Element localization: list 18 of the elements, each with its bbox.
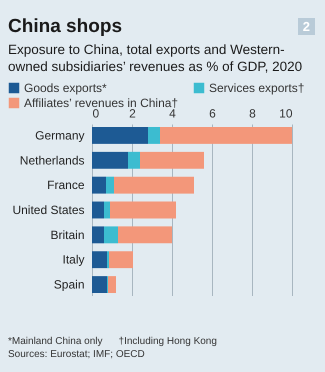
y-tick-label: Netherlands (20, 153, 84, 168)
legend-label: Goods exports* (24, 81, 108, 95)
y-tick-label: United States (12, 203, 84, 217)
chart-subtitle: Exposure to China, total exports and Western-owned subsidiaries’ revenues as % of GDP, 2020 (8, 41, 304, 75)
y-tick-label: France (47, 178, 85, 192)
chart-title: China shops (8, 16, 122, 38)
legend-label: Services exports† (209, 81, 304, 95)
text: *Mainland China only (8, 336, 103, 347)
y-tick-label: Britain (50, 228, 84, 242)
source-note: Sources: Eurostat; IMF; OECD (8, 348, 146, 361)
x-tick-label: 6 (209, 106, 216, 120)
y-tick-label: Italy (62, 252, 84, 267)
y-tick-label: Spain (54, 278, 84, 292)
text: 2 (298, 18, 315, 35)
x-tick-label: 10 (279, 106, 293, 120)
text: †Including Hong Kong (118, 336, 217, 347)
x-tick-label: 8 (249, 106, 256, 120)
y-tick-label: Germany (35, 128, 84, 142)
